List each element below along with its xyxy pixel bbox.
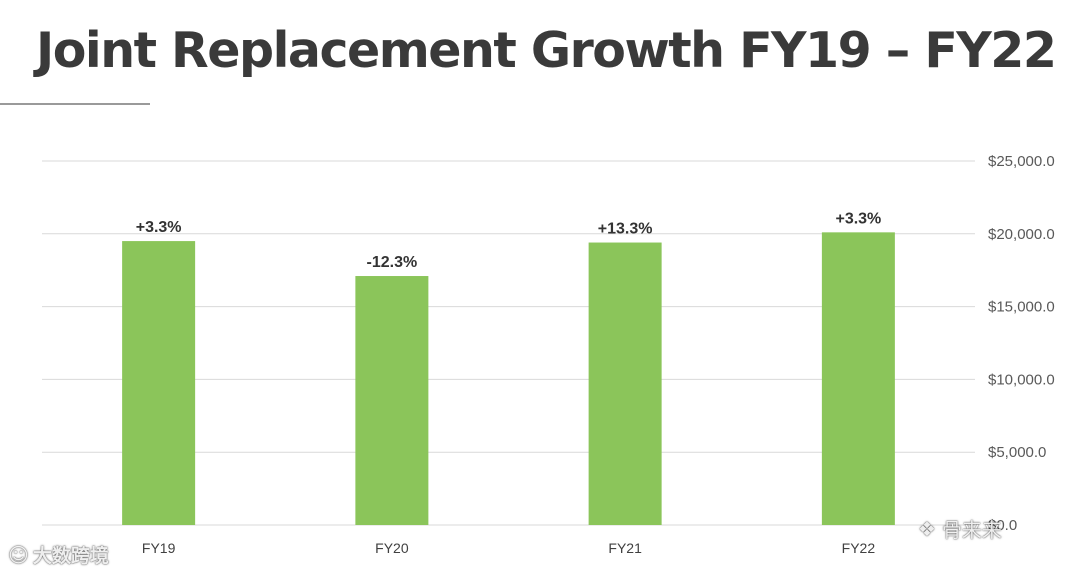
watermark-left: ☺ 大数跨境 — [8, 541, 109, 568]
bar-fy21 — [588, 242, 662, 525]
shop-logo-icon: ☺ — [8, 542, 29, 567]
data-label-fy21: +13.3% — [598, 221, 653, 238]
x-category-label: FY21 — [608, 540, 642, 556]
watermark-left-text: 大数跨境 — [32, 545, 109, 567]
x-category-label: FY19 — [142, 540, 176, 556]
grid-lines — [42, 160, 975, 526]
bar-fy20 — [355, 276, 429, 525]
watermark-right-text: 骨来来 — [941, 518, 1002, 542]
data-label-fy22: +3.3% — [835, 210, 881, 227]
bars — [122, 232, 895, 525]
bar-fy19 — [122, 241, 196, 525]
title-underline — [0, 103, 150, 105]
watermark-right: ❖ 骨来来 — [918, 514, 1002, 543]
y-tick-label: $15,000.0 — [988, 299, 1055, 316]
data-label-fy20: -12.3% — [367, 254, 418, 271]
bar-fy22 — [821, 232, 895, 525]
x-category-label: FY22 — [842, 540, 876, 556]
page-title: Joint Replacement Growth FY19 – FY22 — [36, 22, 1057, 79]
data-labels: +3.3% -12.3% +13.3% +3.3% — [136, 210, 882, 271]
x-category-label: FY20 — [375, 540, 409, 556]
y-tick-label: $0.0 — [988, 517, 1017, 534]
y-tick-label: $10,000.0 — [988, 371, 1055, 388]
y-tick-label: $20,000.0 — [988, 226, 1055, 243]
wechat-icon: ❖ — [918, 516, 936, 541]
data-label-fy19: +3.3% — [136, 219, 182, 236]
y-tick-label: $5,000.0 — [988, 444, 1046, 461]
y-axis-ticks: $0.0 $5,000.0 $10,000.0 $15,000.0 $20,000.0 $… — [988, 153, 1055, 534]
y-tick-label: $25,000.0 — [988, 153, 1055, 170]
x-axis-categories: FY19 FY20 FY21 FY22 — [142, 540, 875, 556]
